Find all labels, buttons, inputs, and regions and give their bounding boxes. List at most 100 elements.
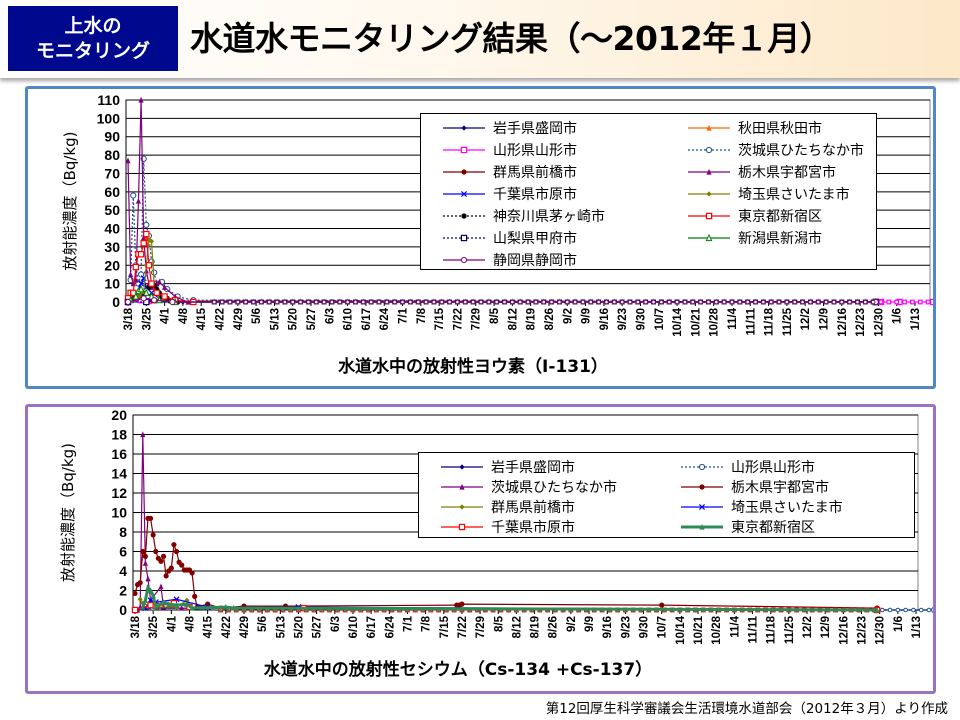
data-point [230, 604, 237, 611]
cesium-chart-legend: 岩手県盛岡市 山形県山形市 茨城県ひたちなか市 栃木県宇都宮市 群馬県前橋市 埼玉県さいた… [418, 452, 915, 538]
data-point [390, 607, 394, 612]
data-point [428, 607, 433, 612]
data-point [808, 299, 813, 305]
data-point [158, 583, 164, 590]
legend-swatch [443, 213, 485, 219]
data-point [249, 607, 254, 612]
legend-swatch [688, 146, 730, 154]
data-point [160, 599, 167, 605]
data-point [147, 601, 154, 609]
legend-marker [460, 190, 468, 198]
data-point [631, 607, 635, 612]
x-tick-label: 11/25 [782, 307, 794, 336]
legend-marker [705, 146, 713, 154]
data-point [815, 299, 821, 305]
data-point [142, 288, 150, 296]
data-point [290, 299, 296, 305]
data-point [265, 607, 270, 612]
x-tick-label: 7/15 [439, 615, 451, 638]
legend-item: 神奈川県茅ヶ崎市 [441, 206, 605, 226]
legend-item: 東京都新宿区 [686, 206, 822, 226]
x-tick-label: 7/22 [452, 308, 464, 330]
y-tick-label: 20 [104, 257, 120, 273]
data-point [541, 299, 547, 305]
data-point [189, 570, 195, 576]
legend-swatch [681, 523, 723, 530]
legend-item: 群馬県前橋市 [441, 162, 577, 182]
data-point [143, 230, 150, 238]
slide-title: 水道水モニタリング結果（～2012年１月） [190, 19, 833, 58]
x-tick-label: 3/25 [148, 615, 160, 638]
data-point [135, 197, 142, 204]
legend-label: 栃木県宇都宮市 [738, 165, 836, 181]
data-point [737, 299, 743, 305]
data-point [138, 96, 144, 103]
x-tick-label: 10/21 [693, 615, 705, 644]
data-point [557, 299, 562, 305]
x-tick-label: 9/16 [602, 616, 614, 638]
data-point [439, 299, 445, 305]
data-point [361, 299, 366, 305]
data-point [800, 299, 805, 305]
data-point [619, 299, 625, 305]
legend-swatch [681, 463, 723, 471]
y-tick-label: 16 [111, 446, 127, 462]
y-tick-label: 10 [111, 505, 127, 521]
x-tick-label: 7/22 [457, 616, 469, 638]
y-tick-label: 8 [119, 524, 127, 540]
data-point [150, 532, 156, 538]
x-tick-label: 11/4 [729, 615, 741, 637]
legend-item: 山形県山形市 [441, 140, 577, 160]
data-point [147, 515, 154, 521]
legend-marker [459, 464, 465, 470]
data-point [166, 601, 172, 607]
x-tick-label: 11/4 [727, 307, 739, 329]
data-point [510, 299, 515, 305]
x-tick-label: 10/21 [690, 307, 702, 336]
data-point [163, 573, 169, 579]
data-point [682, 299, 688, 305]
data-point [179, 604, 185, 611]
data-point [282, 299, 288, 305]
data-point [125, 157, 131, 164]
badge-line-1: 上水の [64, 14, 122, 37]
legend-swatch [443, 125, 485, 131]
data-point [810, 607, 815, 612]
legend-label: 群馬県前橋市 [493, 165, 577, 181]
data-point [140, 548, 146, 555]
data-point [878, 299, 884, 305]
x-tick-label: 3/18 [123, 307, 135, 330]
x-tick-label: 5/27 [312, 616, 324, 638]
y-tick-label: 110 [97, 92, 120, 108]
data-point [517, 299, 523, 305]
data-point [227, 299, 233, 305]
x-tick-label: 4/8 [178, 307, 190, 324]
x-tick-label: 9/23 [617, 308, 629, 330]
data-point [173, 602, 180, 608]
legend-item: 岩手県盛岡市 [439, 457, 575, 477]
legend-item: 静岡県静岡市 [441, 250, 577, 270]
legend-marker [699, 484, 705, 490]
data-point [142, 553, 148, 559]
data-point [148, 238, 155, 244]
data-point [211, 299, 217, 305]
data-point [273, 607, 277, 612]
x-tick-label: 8/12 [507, 308, 519, 330]
data-point [662, 607, 667, 612]
y-tick-label: 10 [104, 276, 120, 292]
data-point [659, 602, 665, 608]
data-point [926, 607, 932, 613]
x-tick-label: 7/29 [471, 308, 483, 330]
data-point [242, 607, 246, 612]
data-point [173, 548, 180, 555]
y-tick-label: 90 [104, 129, 120, 145]
data-point [792, 299, 798, 305]
x-tick-label: 9/2 [566, 616, 578, 632]
data-point [776, 299, 782, 305]
x-tick-label: 6/17 [366, 616, 378, 638]
data-point [140, 295, 147, 302]
x-tick-label: 8/19 [530, 616, 542, 638]
y-tick-label: 50 [104, 202, 120, 218]
data-point [478, 299, 484, 305]
data-point [143, 221, 150, 228]
